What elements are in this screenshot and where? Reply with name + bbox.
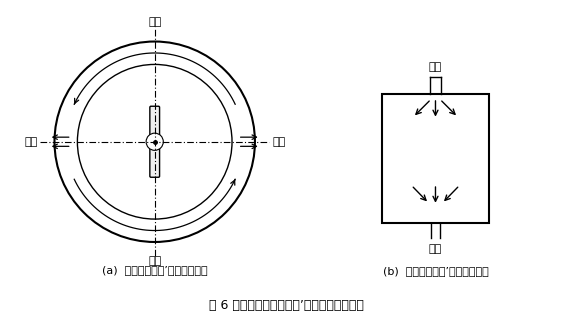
Text: (b)  进料位置与排’气槽位置设置: (b) 进料位置与排’气槽位置设置 — [383, 266, 488, 277]
Text: 图 6 为两种进料位置与排’气槽位置设置方式: 图 6 为两种进料位置与排’气槽位置设置方式 — [209, 299, 364, 312]
Text: 排气: 排气 — [272, 137, 285, 147]
Text: (a)  进料位置与排’气槽位置设置: (a) 进料位置与排’气槽位置设置 — [102, 265, 207, 275]
FancyBboxPatch shape — [150, 106, 159, 177]
Text: 排气: 排气 — [429, 244, 442, 254]
Text: 进料: 进料 — [148, 256, 162, 266]
Text: 排气: 排气 — [24, 137, 37, 147]
Text: 进料: 进料 — [148, 17, 162, 27]
Bar — [382, 94, 489, 223]
Circle shape — [146, 133, 163, 150]
Text: 进料: 进料 — [429, 62, 442, 72]
